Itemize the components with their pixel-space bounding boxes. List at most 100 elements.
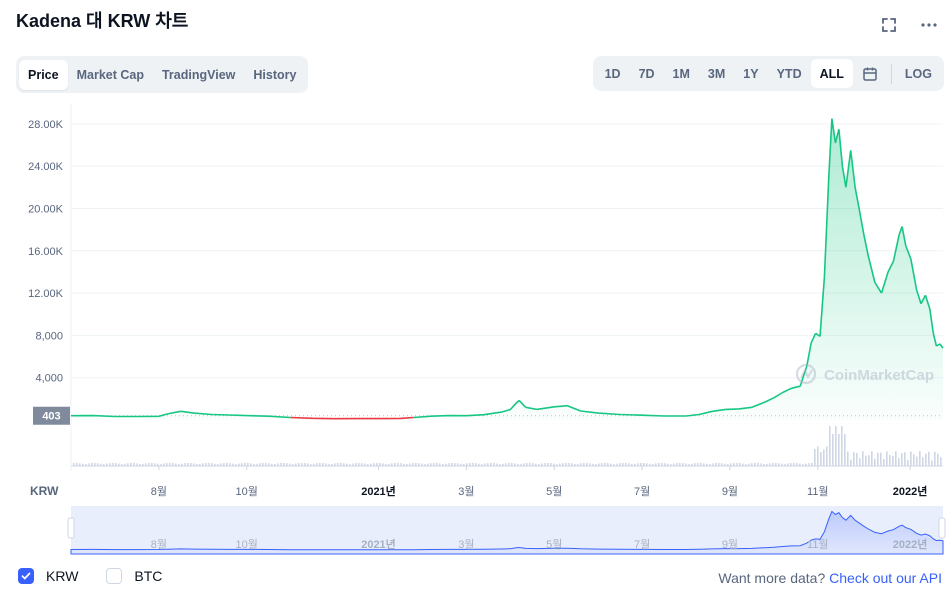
volume-bar	[478, 463, 480, 466]
volume-bar	[295, 463, 297, 466]
volume-bar	[829, 426, 831, 466]
volume-bar	[487, 463, 489, 466]
navigator-handle-left[interactable]	[67, 517, 75, 539]
watermark-text: CoinMarketCap	[824, 367, 934, 384]
volume-bar	[82, 463, 84, 466]
y-tick-label: 16.00K	[28, 246, 64, 258]
volume-bar	[334, 463, 336, 466]
tab-tradingview[interactable]: TradingView	[161, 67, 236, 82]
volume-bar	[403, 463, 405, 466]
volume-bar	[535, 463, 537, 466]
volume-bar	[877, 452, 879, 466]
more-horizontal-icon[interactable]	[918, 14, 940, 36]
watermark-logo	[795, 363, 817, 385]
volume-bar	[367, 464, 369, 466]
volume-bar	[706, 463, 708, 466]
volume-bar	[235, 464, 237, 466]
volume-bar	[601, 463, 603, 466]
calendar-icon[interactable]	[853, 59, 887, 88]
volume-bar	[685, 463, 687, 466]
navigator-handle-right[interactable]	[938, 517, 946, 539]
price-line-down	[290, 416, 414, 420]
volume-bar	[688, 464, 690, 466]
range-ytd[interactable]: YTD	[776, 66, 802, 81]
volume-bar	[241, 463, 243, 466]
volume-bar	[871, 451, 873, 466]
volume-bar	[397, 462, 399, 466]
volume-bar	[541, 463, 543, 466]
volume-bar	[304, 463, 306, 466]
volume-bar	[169, 462, 171, 466]
volume-bar	[628, 463, 630, 466]
volume-bar	[103, 464, 105, 466]
range-7d[interactable]: 7D	[638, 66, 655, 81]
volume-bar	[319, 462, 321, 466]
volume-bar	[466, 463, 468, 466]
volume-bar	[115, 463, 117, 466]
navigator-tick-label: 2021년	[361, 537, 396, 551]
range-1y[interactable]: 1Y	[743, 66, 759, 81]
baseline-label: 403	[42, 411, 60, 423]
volume-bar	[394, 462, 396, 466]
volume-bar	[163, 463, 165, 466]
volume-bar	[421, 463, 423, 466]
volume-bar	[586, 462, 588, 466]
volume-bar	[532, 463, 534, 466]
price-chart[interactable]: 4,000 8,000 12.00K 16.00K 20.00K 24.00K 28.00K…	[0, 100, 952, 560]
volume-bar	[559, 463, 561, 466]
volume-bar	[184, 463, 186, 466]
volume-bar	[379, 463, 381, 466]
volume-bar	[253, 464, 255, 466]
x-tick-label: 2021년	[361, 484, 396, 498]
volume-bar	[316, 463, 318, 466]
volume-bar	[904, 452, 906, 466]
volume-bar	[226, 462, 228, 466]
volume-bar	[598, 463, 600, 466]
range-3m[interactable]: 3M	[707, 66, 726, 81]
volume-bar	[343, 463, 345, 466]
volume-bar	[919, 451, 921, 466]
volume-bar	[784, 464, 786, 466]
volume-bar	[355, 463, 357, 466]
volume-bar	[637, 463, 639, 466]
volume-bar	[346, 463, 348, 466]
range-1m[interactable]: 1M	[672, 66, 690, 81]
volume-bar	[910, 451, 912, 466]
volume-bar	[217, 464, 219, 466]
volume-bar	[817, 446, 819, 466]
volume-bar	[550, 463, 552, 466]
volume-bar	[100, 463, 102, 466]
volume-bar	[862, 451, 864, 466]
volume-bar	[154, 463, 156, 466]
volume-bar	[256, 463, 258, 466]
volume-bar	[592, 463, 594, 466]
volume-bar	[604, 462, 606, 466]
btc-checkbox[interactable]	[106, 568, 123, 584]
range-all[interactable]: ALL	[810, 59, 853, 88]
range-1d[interactable]: 1D	[604, 66, 621, 81]
volume-bar	[562, 463, 564, 466]
volume-bar	[634, 463, 636, 466]
volume-bar	[517, 463, 519, 466]
volume-bar	[337, 462, 339, 466]
fullscreen-icon[interactable]	[878, 14, 900, 36]
krw-checkbox[interactable]	[18, 568, 34, 584]
volume-bar	[79, 463, 81, 466]
volume-bar	[895, 451, 897, 466]
volume-bar	[358, 462, 360, 466]
volume-bar	[772, 462, 774, 466]
tab-price[interactable]: Price	[19, 59, 68, 90]
tab-history[interactable]: History	[253, 67, 297, 82]
volume-bar	[865, 455, 867, 466]
volume-bar	[364, 463, 366, 466]
volume-bar	[112, 462, 114, 466]
volume-bar	[181, 463, 183, 466]
volume-bar	[418, 463, 420, 466]
volume-bar	[640, 462, 642, 466]
y-tick-label: 4,000	[35, 373, 63, 385]
api-link[interactable]: Check out our API	[829, 570, 942, 586]
volume-bar	[247, 463, 249, 466]
log-toggle[interactable]: LOG	[904, 66, 932, 81]
volume-bar	[157, 463, 159, 466]
tab-market-cap[interactable]: Market Cap	[76, 67, 144, 82]
